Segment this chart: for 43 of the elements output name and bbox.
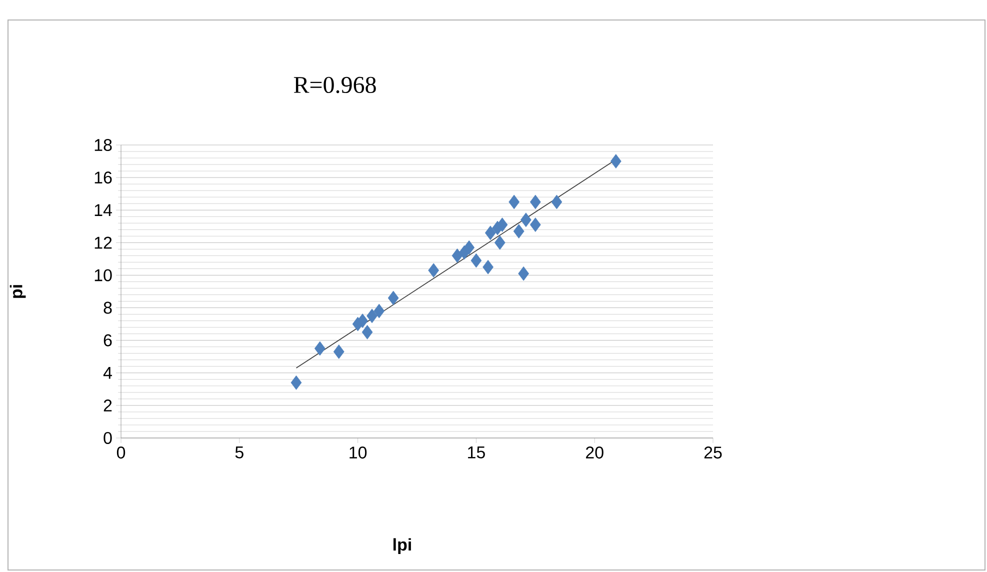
x-tick-label: 5 (235, 446, 244, 458)
y-tick-label: 10 (94, 269, 112, 282)
point (428, 263, 440, 278)
point (484, 226, 496, 240)
point (362, 324, 373, 340)
y-tick-label: 16 (94, 172, 112, 184)
point (610, 154, 622, 168)
point (518, 266, 530, 281)
x-tick-label: 20 (586, 446, 604, 459)
point (551, 194, 562, 210)
point (496, 218, 508, 232)
x-tick-label: 10 (350, 446, 367, 459)
y-tick-label: 6 (104, 334, 112, 346)
y-tick-label: 18 (94, 138, 112, 152)
point (366, 308, 378, 324)
x-tick-label: 15 (468, 446, 485, 458)
x-tick-label: 25 (704, 446, 722, 459)
x-tick-label: 0 (116, 446, 126, 459)
point (357, 314, 368, 328)
y-tick-label: 2 (104, 399, 112, 412)
point (374, 304, 385, 318)
point (520, 212, 532, 228)
point (452, 248, 463, 263)
point (470, 253, 482, 268)
y-tick-label: 14 (94, 204, 112, 216)
point (494, 235, 506, 250)
point (530, 218, 541, 232)
point (388, 290, 399, 306)
y-axis-title: pi (10, 285, 26, 298)
point (482, 260, 494, 274)
point (508, 194, 520, 210)
y-tick-label: 4 (103, 367, 112, 379)
point (314, 341, 326, 356)
y-tick-label: 12 (94, 236, 112, 249)
y-tick-label: 0 (104, 432, 112, 444)
point (464, 240, 475, 255)
point (530, 194, 541, 210)
point (290, 375, 302, 390)
point (513, 224, 524, 238)
point (333, 344, 344, 359)
x-axis-title: lpi (393, 538, 411, 554)
text: R=0.968 (294, 76, 376, 94)
y-tick-label: 8 (104, 302, 112, 314)
